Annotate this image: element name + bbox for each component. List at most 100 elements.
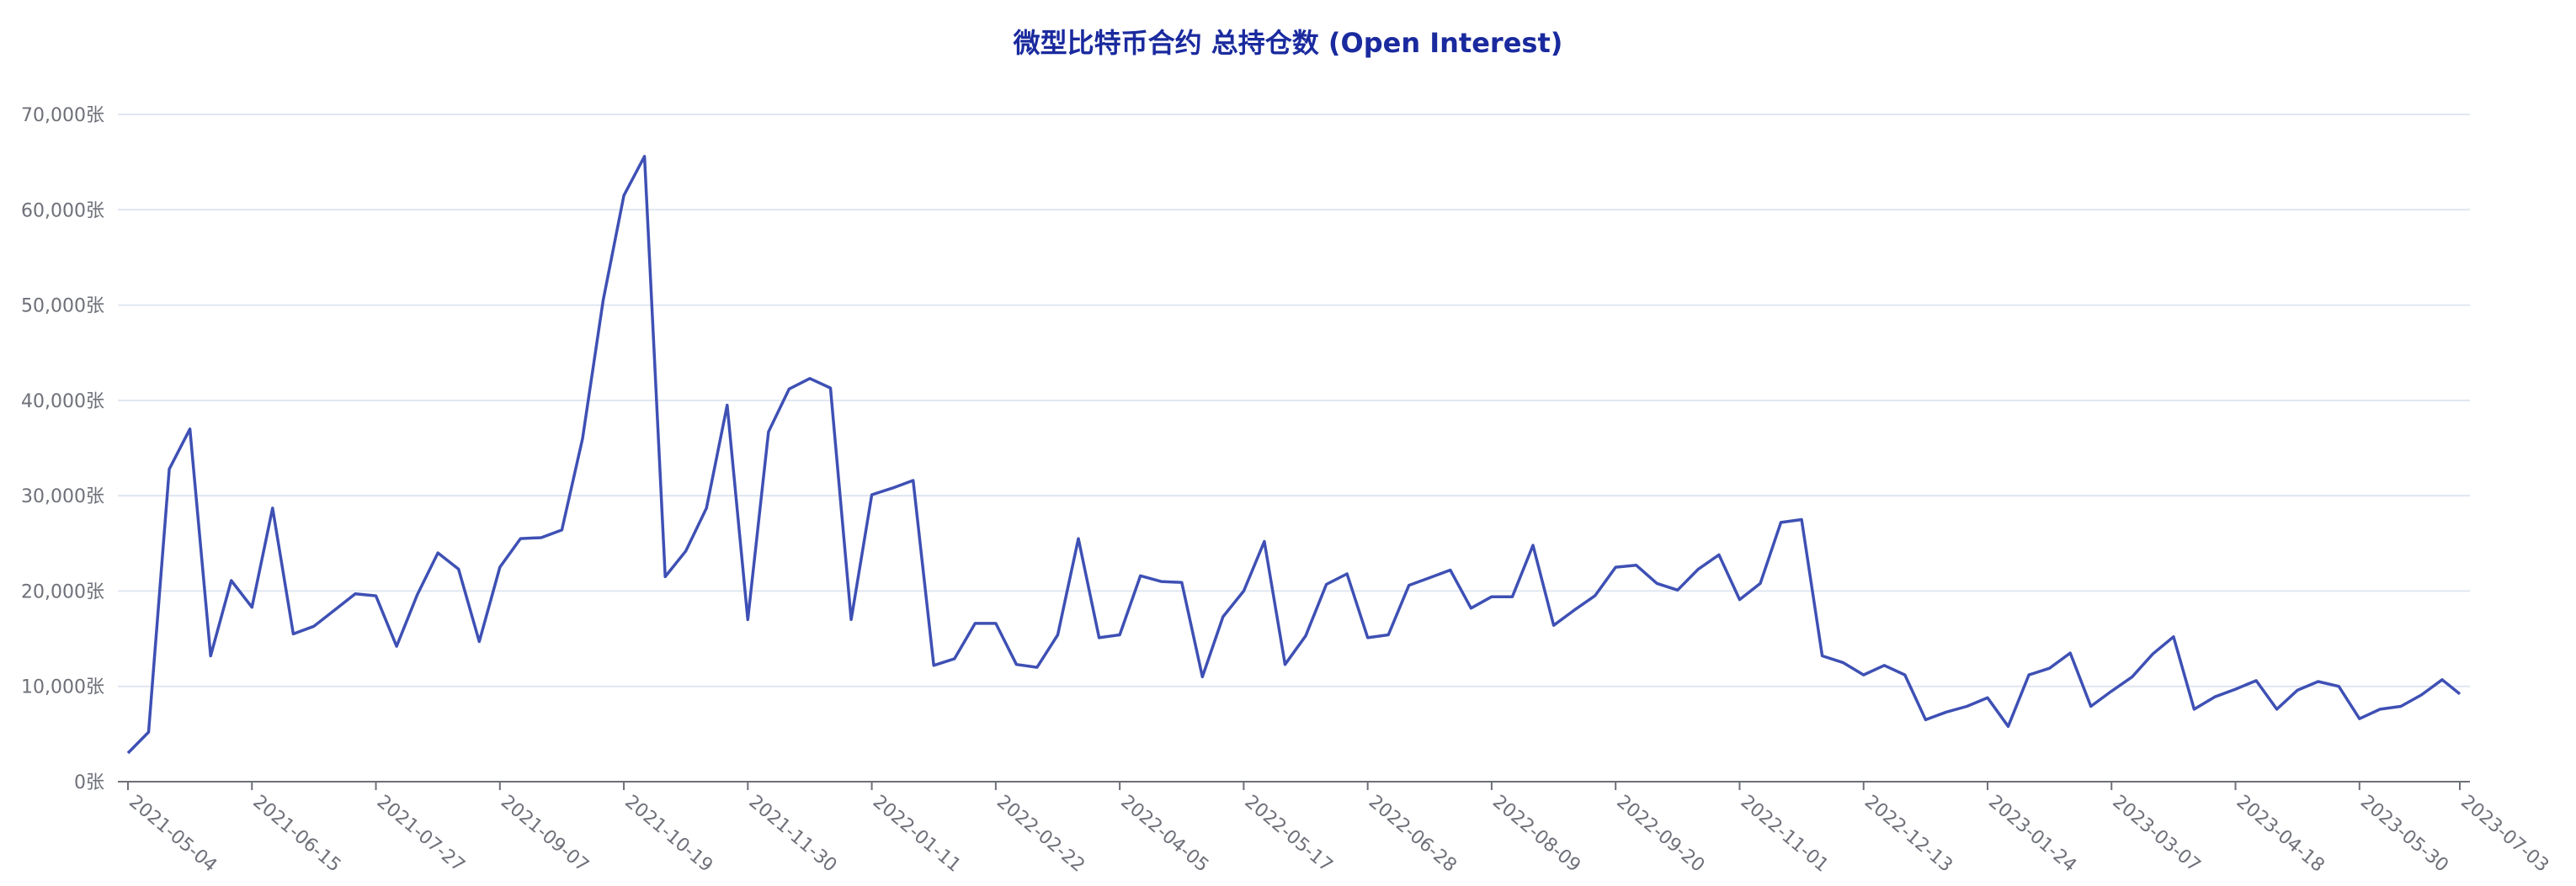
data-point[interactable] bbox=[2271, 703, 2283, 715]
data-point[interactable] bbox=[1568, 604, 1580, 616]
data-point[interactable] bbox=[1672, 584, 1684, 596]
data-point[interactable] bbox=[1403, 580, 1415, 592]
data-point[interactable] bbox=[1817, 650, 1828, 661]
data-point[interactable] bbox=[721, 400, 733, 411]
data-point[interactable] bbox=[1754, 577, 1766, 589]
data-point[interactable] bbox=[246, 602, 258, 613]
data-point[interactable] bbox=[2436, 674, 2448, 686]
data-point[interactable] bbox=[1051, 629, 1063, 641]
data-point[interactable] bbox=[2291, 684, 2303, 696]
data-point[interactable] bbox=[1775, 517, 1787, 528]
data-point[interactable] bbox=[907, 475, 919, 486]
data-point[interactable] bbox=[184, 423, 196, 435]
data-point[interactable] bbox=[1217, 611, 1229, 623]
data-point[interactable] bbox=[122, 747, 134, 759]
data-point[interactable] bbox=[845, 613, 857, 625]
data-point[interactable] bbox=[1196, 671, 1208, 682]
data-point[interactable] bbox=[2250, 675, 2262, 687]
data-point[interactable] bbox=[432, 547, 444, 559]
data-point[interactable] bbox=[1713, 549, 1725, 560]
data-point[interactable] bbox=[1155, 576, 1167, 587]
data-point[interactable] bbox=[328, 604, 340, 616]
data-point[interactable] bbox=[1094, 632, 1105, 644]
data-point[interactable] bbox=[308, 620, 320, 632]
data-point[interactable] bbox=[1651, 577, 1663, 589]
data-point[interactable] bbox=[1733, 594, 1745, 606]
data-point[interactable] bbox=[2454, 688, 2466, 700]
data-point[interactable] bbox=[2147, 648, 2158, 660]
data-point[interactable] bbox=[1176, 576, 1188, 588]
data-point[interactable] bbox=[1548, 619, 1560, 631]
data-point[interactable] bbox=[556, 524, 567, 536]
data-point[interactable] bbox=[598, 294, 609, 306]
data-point[interactable] bbox=[886, 482, 898, 494]
data-point[interactable] bbox=[763, 426, 774, 438]
data-point[interactable] bbox=[2354, 713, 2366, 724]
data-point[interactable] bbox=[2085, 701, 2097, 713]
data-point[interactable] bbox=[577, 432, 588, 444]
data-point[interactable] bbox=[1072, 533, 1084, 544]
data-point[interactable] bbox=[1961, 701, 1972, 713]
data-point[interactable] bbox=[2188, 703, 2200, 715]
data-point[interactable] bbox=[969, 618, 981, 629]
data-point[interactable] bbox=[1279, 659, 1291, 671]
data-point[interactable] bbox=[163, 463, 175, 475]
data-point[interactable] bbox=[680, 545, 692, 557]
data-point[interactable] bbox=[2023, 669, 2035, 681]
data-point[interactable] bbox=[1919, 714, 1931, 725]
data-point[interactable] bbox=[1878, 660, 1890, 671]
data-point[interactable] bbox=[1527, 539, 1539, 551]
data-point[interactable] bbox=[1692, 563, 1704, 575]
data-point[interactable] bbox=[2105, 685, 2117, 697]
data-point[interactable] bbox=[1135, 570, 1147, 581]
data-point[interactable] bbox=[205, 650, 216, 661]
data-point[interactable] bbox=[349, 588, 361, 600]
data-point[interactable] bbox=[2003, 720, 2014, 732]
data-point[interactable] bbox=[1321, 578, 1333, 590]
data-point[interactable] bbox=[514, 533, 526, 544]
data-point[interactable] bbox=[2230, 683, 2242, 695]
data-point[interactable] bbox=[2415, 689, 2427, 701]
data-point[interactable] bbox=[2374, 703, 2386, 715]
data-point[interactable] bbox=[1506, 591, 1518, 602]
data-point[interactable] bbox=[1010, 659, 1022, 671]
data-point[interactable] bbox=[453, 563, 465, 575]
data-point[interactable] bbox=[287, 628, 299, 639]
data-point[interactable] bbox=[1631, 560, 1642, 571]
data-point[interactable] bbox=[494, 561, 506, 573]
data-point[interactable] bbox=[659, 570, 671, 582]
data-point[interactable] bbox=[639, 151, 651, 162]
data-point[interactable] bbox=[1445, 565, 1456, 576]
data-point[interactable] bbox=[1858, 669, 1870, 681]
data-point[interactable] bbox=[1031, 661, 1043, 673]
data-point[interactable] bbox=[1899, 669, 1911, 681]
data-point[interactable] bbox=[804, 373, 816, 385]
data-point[interactable] bbox=[1610, 561, 1621, 573]
data-point[interactable] bbox=[1237, 585, 1249, 597]
data-point[interactable] bbox=[866, 489, 878, 501]
data-point[interactable] bbox=[1982, 692, 1993, 703]
data-point[interactable] bbox=[2126, 671, 2138, 682]
data-point[interactable] bbox=[2313, 676, 2324, 687]
data-point[interactable] bbox=[226, 575, 237, 586]
data-point[interactable] bbox=[535, 532, 547, 544]
data-point[interactable] bbox=[2209, 691, 2221, 703]
data-point[interactable] bbox=[618, 189, 630, 201]
data-point[interactable] bbox=[1486, 591, 1498, 602]
data-point[interactable] bbox=[1589, 590, 1601, 602]
data-point[interactable] bbox=[370, 590, 382, 602]
data-point[interactable] bbox=[1796, 513, 1807, 525]
data-point[interactable] bbox=[1259, 536, 1270, 548]
data-point[interactable] bbox=[1300, 630, 1312, 642]
data-point[interactable] bbox=[1341, 568, 1353, 580]
data-point[interactable] bbox=[391, 640, 402, 652]
data-point[interactable] bbox=[742, 613, 753, 625]
data-point[interactable] bbox=[143, 726, 155, 738]
data-point[interactable] bbox=[2044, 662, 2056, 674]
data-point[interactable] bbox=[1940, 706, 1952, 718]
data-point[interactable] bbox=[2168, 631, 2179, 643]
data-point[interactable] bbox=[825, 382, 837, 394]
data-point[interactable] bbox=[267, 502, 279, 514]
data-point[interactable] bbox=[783, 383, 795, 395]
data-point[interactable] bbox=[1114, 629, 1126, 641]
